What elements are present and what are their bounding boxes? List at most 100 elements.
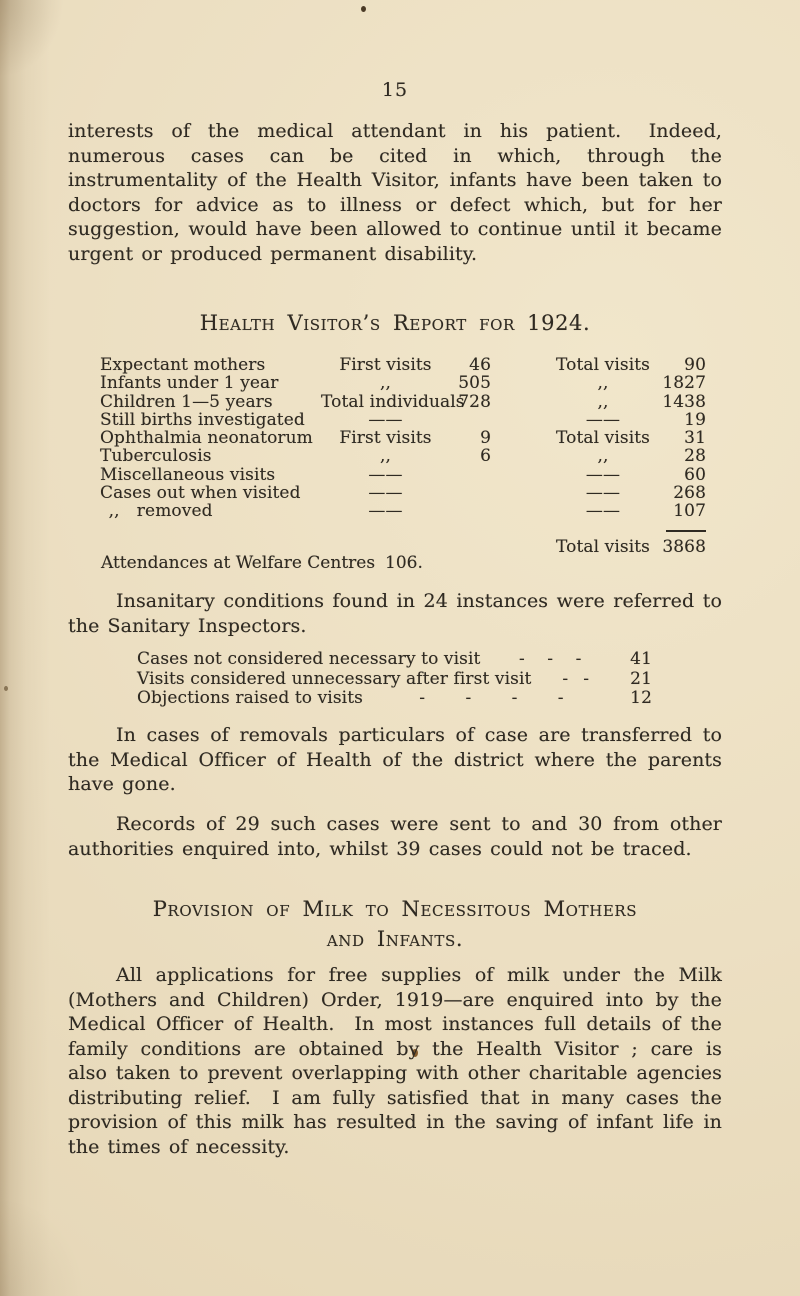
row-visit-type: First visits (339, 355, 432, 375)
table-row: Tuberculosis ,, 6 ,, 28 (100, 446, 706, 467)
leader-dash: - (511, 688, 518, 709)
column-gap (491, 393, 548, 411)
referral-table: Cases not considered necessary to visit … (137, 649, 652, 709)
row-total-visits: 19 (684, 409, 706, 430)
column-gap (491, 429, 548, 447)
paper-speck (4, 686, 8, 691)
referral-row: Objections raised to visits - - - - 12 (137, 689, 652, 709)
row-total-label: —— (585, 409, 621, 430)
row-first-visits: 728 (458, 391, 491, 412)
referral-value: 41 (630, 649, 652, 669)
table-row: Cases out when visited —— —— 268 (100, 483, 706, 504)
leader-dash: - (557, 688, 564, 709)
paper-speck (412, 1049, 418, 1057)
row-total-visits: 60 (684, 464, 706, 485)
grand-total-row: Total visits 3868 (100, 536, 706, 557)
report-section-heading: Health Visitor’s Report for 1924. (199, 311, 591, 335)
row-total-label: —— (585, 483, 621, 504)
leader-dash: - (419, 688, 426, 709)
column-gap (491, 374, 548, 392)
row-visit-type: —— (368, 409, 403, 430)
row-visit-type: ,, (379, 373, 391, 394)
row-visit-type: ,, (379, 446, 391, 467)
row-first-visits: 505 (458, 373, 491, 394)
row-visit-type: —— (368, 483, 403, 504)
column-gap (491, 484, 548, 502)
row-total-visits: 268 (673, 483, 706, 504)
grand-total-label: Total visits (555, 536, 651, 557)
sum-rule-row (100, 529, 706, 532)
leader-dash: - (575, 649, 582, 669)
row-label: Cases out when visited (100, 483, 301, 504)
sum-rule (666, 529, 706, 532)
row-total-label: Total visits (555, 355, 651, 375)
referral-value: 21 (630, 668, 652, 689)
column-gap (491, 466, 548, 484)
row-first-visits (450, 411, 491, 429)
insanitary-paragraph: Insanitary conditions found in 24 instan… (68, 590, 722, 637)
leader-dashes: - - - (480, 649, 616, 670)
attendances-line: Attendances at Welfare Centres 106. (101, 554, 423, 573)
row-first-visits (450, 484, 491, 502)
table-row: Infants under 1 year ,, 505 ,, 1827 (100, 373, 706, 394)
row-visit-type: —— (368, 464, 403, 485)
row-label: Miscellaneous visits (100, 464, 276, 485)
milk-paragraph: All applications for free supplies of mi… (68, 964, 722, 1158)
row-total-label: —— (585, 501, 621, 522)
row-total-visits: 107 (673, 501, 706, 522)
paper-speck (361, 6, 366, 12)
row-label: ,, removed (100, 501, 213, 522)
row-total-label: —— (585, 464, 621, 485)
removals-paragraph: In cases of removals particulars of case… (68, 724, 722, 795)
referral-label: Objections raised to visits (137, 688, 363, 709)
table-row: ,, removed —— —— 107 (100, 501, 706, 522)
row-label: Still births investigated (100, 409, 305, 430)
leader-dashes: - - (531, 668, 616, 690)
row-label: Children 1—5 years (100, 391, 273, 412)
table-row: Ophthalmia neonatorum First visits 9 Tot… (100, 428, 706, 449)
row-label: Expectant mothers (100, 355, 266, 375)
row-first-visits: 46 (469, 355, 491, 375)
row-total-visits: 28 (684, 446, 706, 467)
referral-row: Visits considered unnecessary after firs… (137, 668, 652, 690)
row-total-label: ,, (597, 391, 609, 412)
row-visit-type: Total individuals (321, 391, 465, 412)
visitor-report-table: Expectant mothers First visits 46 Total … (100, 356, 706, 556)
row-total-visits: 31 (684, 428, 706, 449)
row-label: Infants under 1 year (100, 373, 279, 394)
leader-dashes: - - - - (363, 689, 616, 709)
grand-total-value: 3868 (662, 536, 706, 557)
row-total-label: ,, (597, 373, 609, 394)
column-gap (491, 411, 548, 429)
milk-section-heading: Provision of Milk to Necessitous Mothers… (68, 894, 722, 954)
row-total-visits: 1438 (662, 391, 706, 412)
row-total-visits: 1827 (662, 373, 706, 394)
table-row: Miscellaneous visits —— —— 60 (100, 464, 706, 485)
referral-row: Cases not considered necessary to visit … (137, 649, 652, 670)
column-gap (491, 447, 548, 465)
row-visit-type: First visits (339, 428, 432, 449)
leader-dash: - (547, 649, 554, 669)
milk-heading-line1: Provision of Milk to Necessitous Mothers (152, 897, 638, 921)
row-label: Tuberculosis (100, 446, 212, 467)
milk-heading-line2: and Infants. (326, 927, 464, 951)
column-gap (491, 356, 548, 374)
table-row: Children 1—5 years Total individuals 728… (100, 391, 706, 412)
row-first-visits: 9 (480, 428, 491, 449)
row-first-visits (450, 466, 491, 484)
column-gap (491, 502, 548, 520)
leader-dash: - (465, 688, 472, 709)
intro-paragraph: interests of the medical attendant in hi… (68, 120, 722, 265)
records-paragraph: Records of 29 such cases were sent to an… (68, 813, 722, 860)
leader-dash: - (562, 668, 569, 689)
row-total-visits: 90 (684, 355, 706, 375)
attendances-label: Attendances at Welfare Centres (101, 553, 376, 573)
row-first-visits (450, 502, 491, 520)
table-row: Still births investigated —— —— 19 (100, 409, 706, 430)
referral-label: Cases not considered necessary to visit (137, 649, 481, 669)
row-visit-type: —— (368, 501, 403, 522)
table-row: Expectant mothers First visits 46 Total … (100, 355, 706, 375)
referral-value: 12 (630, 688, 652, 709)
referral-label: Visits considered unnecessary after firs… (137, 668, 532, 689)
